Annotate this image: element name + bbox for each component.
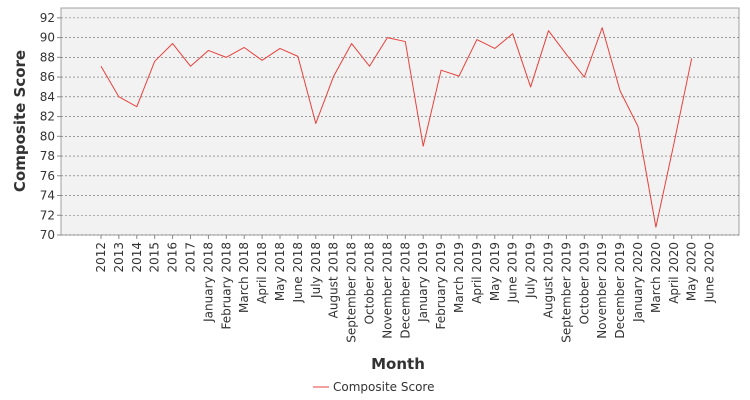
x-tick-label: October 2018 (363, 242, 377, 324)
data-point (547, 29, 550, 32)
data-point (565, 53, 568, 56)
data-point (637, 125, 640, 128)
y-tick-label: 70 (40, 228, 55, 242)
y-tick-label: 76 (40, 169, 55, 183)
x-tick-label: February 2019 (434, 242, 448, 330)
data-point (350, 42, 353, 45)
data-point (601, 26, 604, 29)
y-tick-label: 78 (40, 149, 55, 163)
x-axis-title: Month (371, 355, 425, 373)
data-point (529, 85, 532, 88)
y-axis-title: Composite Score (11, 50, 29, 192)
x-tick-label: January 2019 (416, 242, 430, 323)
legend-label: Composite Score (333, 380, 434, 394)
data-point (493, 47, 496, 50)
data-point (475, 38, 478, 41)
data-point (117, 95, 120, 98)
x-tick-label: 2013 (112, 242, 126, 273)
x-tick-label: September 2019 (559, 242, 573, 343)
x-tick-label: December 2019 (613, 242, 627, 339)
x-tick-label: March 2020 (649, 242, 663, 313)
x-tick-label: August 2018 (327, 242, 341, 318)
gridlines (61, 17, 739, 236)
x-tick-label: August 2019 (542, 242, 556, 318)
legend: Composite Score (313, 380, 434, 394)
data-point (672, 143, 675, 146)
x-tick-label: 2015 (148, 242, 162, 273)
data-point (654, 226, 657, 229)
x-tick-label: April 2019 (470, 242, 484, 304)
x-tick-label: October 2019 (577, 242, 591, 324)
y-tick-label: 88 (40, 50, 55, 64)
x-tick-label: December 2018 (398, 242, 412, 339)
plot-area (60, 7, 740, 236)
data-point (261, 59, 264, 62)
x-tick-label: March 2018 (237, 242, 251, 313)
x-tick-label: January 2018 (201, 242, 215, 323)
y-tick-label: 80 (40, 129, 55, 143)
x-tick-label: May 2020 (685, 242, 699, 301)
data-point (100, 65, 103, 68)
data-point (225, 56, 228, 59)
x-tick-label: May 2018 (273, 242, 287, 301)
x-tick-label: November 2019 (595, 242, 609, 339)
series-layer (100, 26, 693, 229)
x-tick-label: September 2018 (345, 242, 359, 343)
x-tick-label: May 2019 (488, 242, 502, 301)
x-tick-label: June 2019 (506, 242, 520, 304)
data-point (279, 47, 282, 50)
x-tick-label: 2014 (130, 242, 144, 273)
x-tick-label: July 2019 (524, 242, 538, 299)
data-point (619, 89, 622, 92)
y-tick-label: 74 (40, 189, 55, 203)
data-point (332, 75, 335, 78)
x-tick-label: January 2020 (631, 242, 645, 323)
data-point (189, 65, 192, 68)
data-point (296, 55, 299, 58)
data-point (314, 122, 317, 125)
data-point (368, 65, 371, 68)
data-point (440, 69, 443, 72)
x-tick-label: March 2019 (452, 242, 466, 313)
y-tick-label: 86 (40, 70, 55, 84)
x-tick-label: June 2018 (291, 242, 305, 304)
x-tick-label: April 2018 (255, 242, 269, 304)
y-tick-label: 84 (40, 90, 55, 104)
x-tick-label: April 2020 (667, 242, 681, 304)
x-tick-label: 2016 (166, 242, 180, 273)
y-tick-label: 92 (40, 11, 55, 25)
data-point (171, 42, 174, 45)
data-point (404, 40, 407, 43)
x-tick-label: February 2018 (219, 242, 233, 330)
x-axis-ticks: 2012 2013 2014 2015 2016 2017 January 2018 Febr… (94, 235, 717, 343)
data-point (207, 49, 210, 52)
y-tick-label: 72 (40, 208, 55, 222)
x-tick-label: July 2018 (309, 242, 323, 299)
data-point (422, 145, 425, 148)
x-tick-label: November 2018 (380, 242, 394, 339)
y-tick-label: 82 (40, 110, 55, 124)
data-point (386, 36, 389, 39)
data-point (583, 76, 586, 79)
data-point (511, 32, 514, 35)
x-tick-label: 2012 (94, 242, 108, 273)
series-line-composite-score (100, 27, 693, 228)
data-point (243, 46, 246, 49)
x-tick-label: June 2020 (703, 242, 717, 304)
x-tick-label: 2017 (184, 242, 198, 273)
data-point (135, 105, 138, 108)
data-point (458, 75, 461, 78)
y-tick-label: 90 (40, 31, 55, 45)
data-point (153, 60, 156, 63)
data-point (690, 57, 693, 60)
y-axis-ticks: 70 72 74 76 78 80 82 84 86 88 90 92 (40, 11, 61, 242)
